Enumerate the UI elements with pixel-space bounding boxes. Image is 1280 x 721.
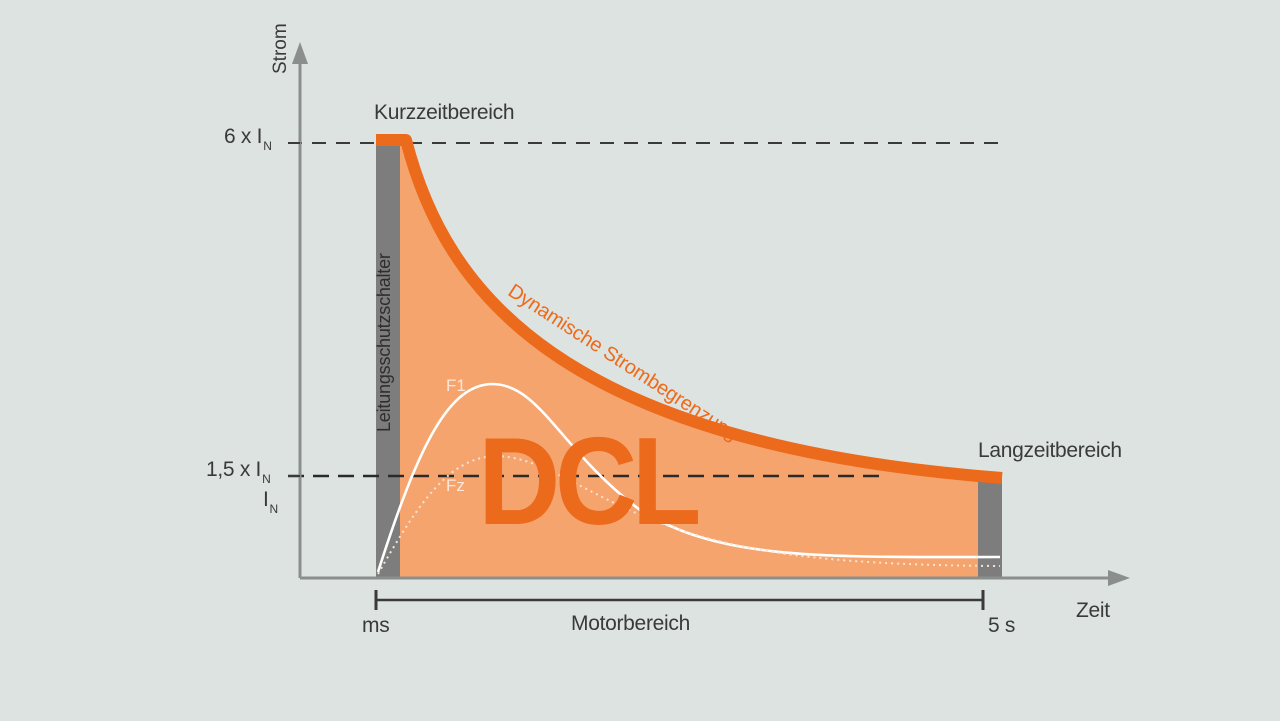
- one-five-in-text: 1,5 x I: [206, 458, 262, 481]
- y-axis-arrow: [292, 42, 308, 64]
- dcl-area: [376, 140, 1002, 578]
- nominal-current-subscript: N: [269, 502, 279, 516]
- short-time-label: Kurzzeitbereich: [374, 101, 515, 124]
- breaker-bar: [376, 140, 400, 578]
- nominal-current-label: IN: [263, 488, 278, 515]
- f1-curve: [376, 382, 1001, 573]
- motor-range-label: Motorbereich: [571, 612, 690, 635]
- one-five-in-subscript: N: [262, 472, 271, 486]
- x-axis-arrow: [1108, 570, 1130, 586]
- dcl-label: DCL: [478, 413, 701, 551]
- x-tick-end: 5 s: [988, 614, 1016, 637]
- six-in-subscript: N: [263, 139, 272, 153]
- dynamic-limit-curve: [376, 134, 1003, 484]
- six-in-label: 6 x IN: [224, 125, 272, 152]
- fz-curve: [377, 454, 1001, 575]
- f1-label: F1: [446, 376, 466, 395]
- long-time-label: Langzeitbereich: [978, 439, 1122, 462]
- x-axis-label: Zeit: [1076, 599, 1110, 622]
- breaker-label: Leitungsschutzschalter: [374, 253, 394, 432]
- y-axis-label: Strom: [270, 23, 291, 74]
- one-five-in-label: 1,5 x IN: [206, 458, 271, 485]
- nominal-current-text: I: [263, 488, 269, 511]
- fz-label: Fz: [446, 476, 465, 495]
- long-time-bar: [978, 478, 1002, 578]
- six-in-text: 6 x I: [224, 125, 263, 148]
- x-tick-start: ms: [362, 614, 390, 637]
